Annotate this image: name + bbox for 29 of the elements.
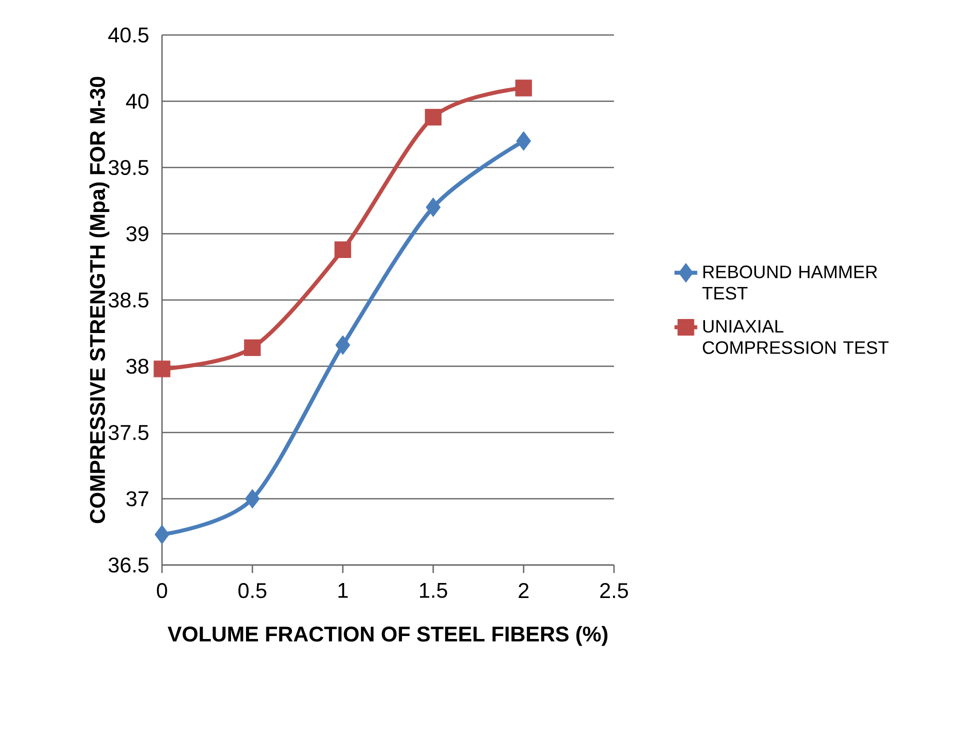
x-tick-label: 2.5 [600, 583, 628, 598]
y-axis-title: COMPRESSIVE STRENGTH (Mpa) FOR M-30 [89, 76, 110, 524]
y-tick-label: 40.5 [108, 27, 148, 43]
point [516, 131, 531, 151]
point [335, 335, 350, 355]
x-tick-label: 1 [338, 583, 348, 598]
point [426, 198, 441, 217]
y-tick-label: 37 [126, 491, 148, 506]
y-tick-label: 37.5 [108, 424, 148, 440]
point [515, 80, 532, 96]
point [424, 108, 442, 126]
x-tick-label: 0.5 [238, 583, 266, 598]
y-tick-label: 38 [126, 358, 148, 374]
y-tick-label: 39 [126, 226, 148, 242]
point [154, 360, 170, 378]
y-tick-label: 40 [126, 94, 148, 109]
x-tick-label: 2 [518, 583, 528, 598]
legend-label: REBOUND HAMMER TEST [702, 266, 878, 300]
point [154, 524, 170, 544]
x-tick-label: 0 [156, 583, 168, 598]
x-tick-label: 1.5 [420, 583, 448, 598]
y-tick-label: 39.5 [108, 160, 148, 176]
point [245, 489, 260, 508]
legend-label: UNIAXIAL COMPRESSION TEST [702, 320, 889, 354]
point [334, 241, 352, 258]
y-tick-label: 36.5 [108, 557, 148, 573]
x-axis-title: VOLUME FRACTION OF STEEL FIBERS (%) [168, 626, 608, 646]
point [244, 339, 261, 356]
y-tick-label: 38.5 [108, 292, 148, 308]
